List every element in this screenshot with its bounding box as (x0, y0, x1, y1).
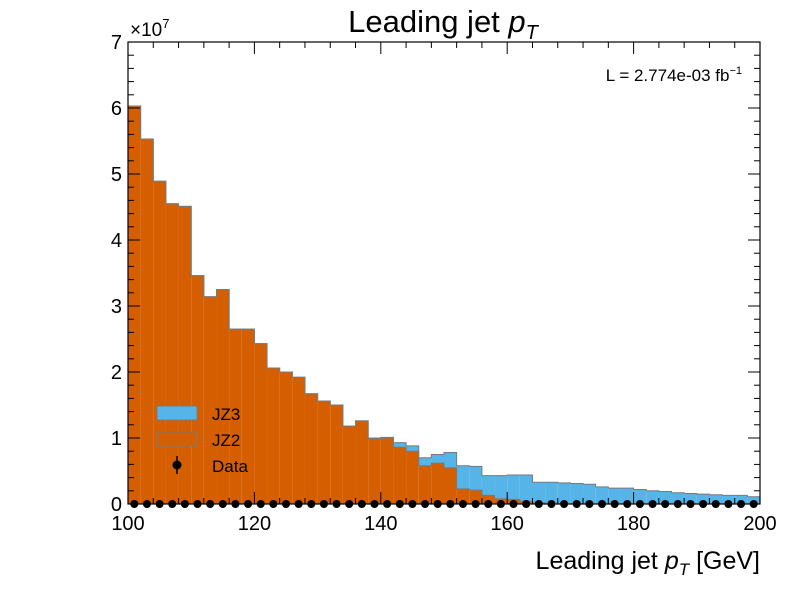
x-tick-label: 120 (238, 513, 271, 535)
bar-jz3 (557, 482, 571, 504)
legend-label-jz2: JZ2 (212, 431, 240, 450)
bar-jz3 (595, 486, 609, 504)
legend-label-jz3: JZ3 (212, 405, 240, 424)
x-axis-label: Leading jet pT [GeV] (536, 547, 760, 581)
bar-jz3 (519, 474, 533, 502)
bar-jz2 (380, 438, 394, 504)
bar-jz3 (658, 491, 672, 504)
x-tick-label: 180 (617, 513, 650, 535)
bar-jz3 (620, 488, 634, 504)
bar-jz2 (292, 377, 305, 504)
bar-jz2 (481, 495, 495, 504)
luminosity-label: L = 2.774e-03 fb−1 (606, 65, 742, 85)
y-tick-label: 7 (111, 32, 122, 54)
bar-jz2 (330, 405, 343, 504)
bar-jz2 (393, 447, 407, 504)
bar-jz2 (456, 488, 470, 504)
bar-jz3 (545, 482, 558, 504)
bar-jz2 (128, 106, 141, 505)
y-tick-label: 3 (111, 296, 122, 318)
bar-jz2 (241, 329, 255, 504)
bar-jz3 (418, 457, 432, 466)
bar-jz3 (444, 452, 457, 468)
bar-jz2 (165, 203, 179, 504)
bar-jz3 (481, 475, 495, 496)
bar-jz2 (342, 426, 356, 504)
series-line-jz3 (127, 105, 760, 504)
bar-jz2 (254, 343, 268, 504)
bar-jz3 (709, 494, 723, 504)
bar-jz3 (494, 475, 508, 499)
bar-jz2 (153, 181, 166, 504)
y-tick-label: 0 (111, 494, 122, 516)
legend-swatch-jz2 (156, 431, 198, 447)
bar-jz3 (570, 483, 584, 504)
bar-jz2 (406, 451, 419, 504)
bar-jz3 (393, 442, 407, 448)
bar-jz2 (191, 275, 204, 504)
axes: 100 120 140 160 180 200 0 1 2 3 4 5 6 7 (111, 32, 777, 535)
bar-jz2 (140, 139, 154, 504)
bar-jz2 (216, 289, 230, 504)
bar-jz2 (355, 420, 369, 504)
x-tick-label: 100 (111, 513, 144, 535)
bar-jz2 (317, 401, 331, 504)
bar-jz3 (722, 495, 735, 504)
x-tick-label: 160 (491, 513, 524, 535)
y-tick-label: 5 (111, 164, 122, 186)
x-tick-label: 200 (743, 513, 776, 535)
bar-jz3 (406, 445, 419, 452)
bar-jz2 (418, 465, 432, 504)
y-axis-multiplier: ×107 (130, 16, 169, 41)
bar-jz2 (444, 467, 457, 504)
y-tick-label: 2 (111, 362, 122, 384)
legend-swatch-jz3 (156, 405, 198, 421)
bar-jz2 (279, 372, 293, 504)
bar-jz2 (431, 463, 444, 504)
legend: JZ3 JZ2 Data (156, 405, 248, 476)
bar-jz3 (696, 494, 710, 504)
bar-jz3 (608, 488, 621, 504)
bar-jz2 (203, 296, 217, 504)
bar-jz3 (684, 493, 697, 504)
bar-jz2 (229, 329, 242, 504)
legend-label-data: Data (212, 457, 248, 476)
x-tick-label: 140 (364, 513, 397, 535)
bar-jz2 (178, 206, 192, 504)
plot-frame (127, 41, 761, 505)
chart-title: Leading jet pT (348, 4, 540, 44)
y-tick-label: 6 (111, 98, 122, 120)
bar-jz3 (671, 492, 685, 504)
bar-jz2 (368, 438, 381, 504)
legend-marker-data (172, 460, 182, 470)
bar-jz3 (507, 474, 520, 500)
bar-jz2 (304, 393, 318, 504)
bar-jz3 (469, 466, 482, 491)
bar-jz3 (633, 489, 647, 504)
bar-jz3 (532, 482, 546, 503)
bar-jz3 (583, 484, 596, 504)
bar-jz3 (431, 454, 444, 464)
bar-jz3 (456, 465, 470, 489)
bar-jz3 (646, 490, 659, 504)
bar-jz2 (469, 490, 482, 504)
y-tick-label: 1 (111, 428, 122, 450)
bar-jz2 (267, 368, 280, 504)
bar-jz3 (734, 495, 748, 504)
y-tick-label: 4 (111, 230, 122, 252)
